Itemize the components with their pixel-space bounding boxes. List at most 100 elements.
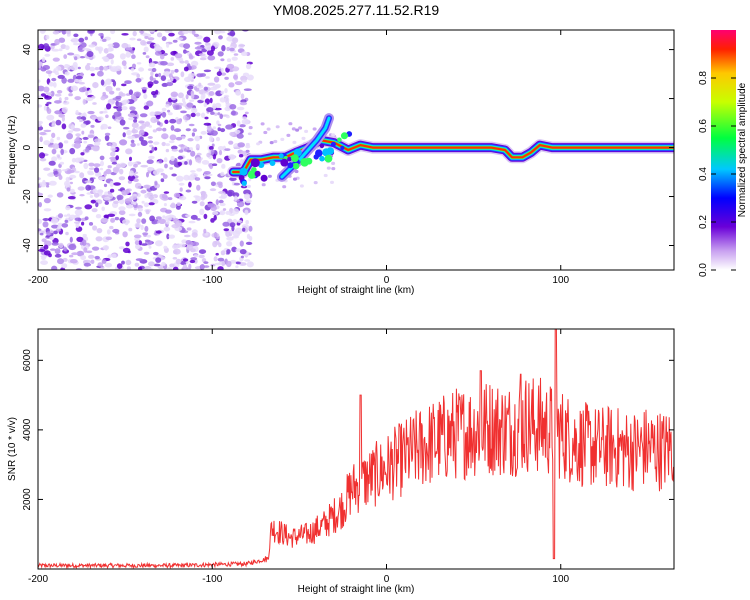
noise-speckle: [103, 48, 109, 54]
ridge-blob: [280, 158, 289, 167]
noise-speckle: [248, 225, 253, 232]
noise-speckle: [138, 67, 145, 72]
noise-speckle: [203, 69, 212, 73]
noise-speckle: [78, 37, 85, 43]
noise-speckle: [194, 46, 203, 50]
noise-speckle: [188, 220, 196, 224]
noise-speckle: [52, 143, 60, 150]
noise-speckle: [198, 249, 207, 255]
noise-speckle: [178, 195, 187, 201]
noise-speckle: [156, 127, 163, 132]
noise-speckle: [127, 161, 133, 167]
noise-speckle: [166, 233, 170, 240]
noise-speckle: [171, 145, 178, 150]
noise-speckle: [39, 232, 44, 236]
noise-speckle: [226, 241, 233, 247]
noise-speckle: [135, 258, 144, 261]
noise-speckle: [154, 181, 158, 186]
spectrogram-frame: [37, 29, 675, 271]
noise-speckle: [158, 218, 166, 224]
noise-speckle: [75, 206, 82, 210]
noise-speckle: [58, 175, 63, 180]
noise-speckle: [203, 171, 211, 175]
noise-speckle: [185, 116, 190, 121]
noise-speckle: [239, 124, 246, 128]
noise-speckle: [38, 126, 44, 131]
noise-speckle: [90, 124, 95, 128]
noise-speckle: [175, 37, 184, 41]
noise-speckle: [299, 184, 304, 188]
noise-speckle: [86, 51, 94, 58]
noise-speckle: [80, 255, 87, 261]
noise-speckle: [166, 220, 170, 225]
noise-speckle: [331, 167, 336, 171]
noise-speckle: [96, 189, 104, 194]
noise-speckle: [248, 236, 253, 241]
noise-speckle: [217, 266, 224, 270]
noise-speckle: [156, 168, 164, 173]
noise-speckle: [87, 134, 95, 139]
noise-speckle: [121, 260, 125, 265]
noise-speckle: [182, 258, 189, 262]
noise-speckle: [94, 255, 100, 260]
noise-speckle: [76, 236, 84, 242]
ridge-blob: [250, 158, 260, 168]
noise-speckle: [149, 144, 154, 148]
noise-speckle: [82, 47, 90, 51]
noise-speckle: [56, 192, 64, 198]
noise-speckle: [158, 72, 162, 78]
noise-speckle: [175, 136, 183, 141]
noise-speckle: [82, 98, 87, 105]
noise-speckle: [71, 252, 79, 256]
noise-speckle: [241, 79, 247, 83]
noise-speckle: [118, 246, 125, 250]
noise-speckle: [73, 33, 79, 38]
noise-speckle: [224, 88, 228, 94]
noise-speckle: [132, 30, 137, 37]
noise-speckle: [243, 88, 252, 91]
colorbar-tick-label: 0.2: [698, 215, 709, 229]
noise-speckle: [245, 149, 250, 153]
noise-speckle: [49, 236, 55, 241]
noise-speckle: [140, 189, 147, 194]
noise-speckle: [147, 136, 153, 139]
noise-speckle: [224, 76, 229, 80]
noise-speckle: [185, 189, 192, 193]
ridge-blob: [315, 149, 323, 157]
noise-speckle: [245, 199, 252, 204]
noise-speckle: [113, 182, 121, 186]
noise-speckle: [242, 227, 246, 232]
noise-speckle: [240, 255, 244, 259]
noise-speckle: [87, 172, 95, 176]
noise-speckle: [293, 177, 297, 181]
ridge-blob: [305, 157, 313, 165]
noise-speckle: [82, 233, 87, 237]
noise-speckle: [147, 195, 156, 200]
noise-speckle: [140, 224, 144, 231]
noise-speckle: [83, 260, 87, 264]
noise-speckle: [155, 114, 161, 120]
noise-speckle: [210, 218, 215, 223]
noise-speckle: [105, 85, 113, 92]
noise-speckle: [45, 92, 53, 95]
noise-speckle: [226, 115, 230, 119]
noise-speckle: [85, 184, 92, 191]
noise-speckle: [331, 133, 336, 137]
noise-speckle: [61, 30, 67, 35]
noise-speckle: [312, 127, 317, 131]
noise-speckle: [190, 248, 196, 253]
noise-speckle: [219, 210, 226, 216]
noise-speckle: [74, 56, 78, 61]
noise-speckle: [64, 219, 69, 223]
noise-speckle: [104, 132, 111, 136]
snr-series-line: [38, 329, 674, 569]
noise-speckle: [112, 80, 117, 87]
noise-speckle: [38, 202, 42, 208]
noise-speckle: [105, 78, 112, 85]
noise-speckle: [187, 85, 194, 90]
spectrogram-x-tick-label: 100: [552, 275, 569, 286]
noise-speckle: [100, 123, 108, 130]
noise-speckle: [223, 228, 230, 232]
noise-speckle: [178, 182, 185, 186]
